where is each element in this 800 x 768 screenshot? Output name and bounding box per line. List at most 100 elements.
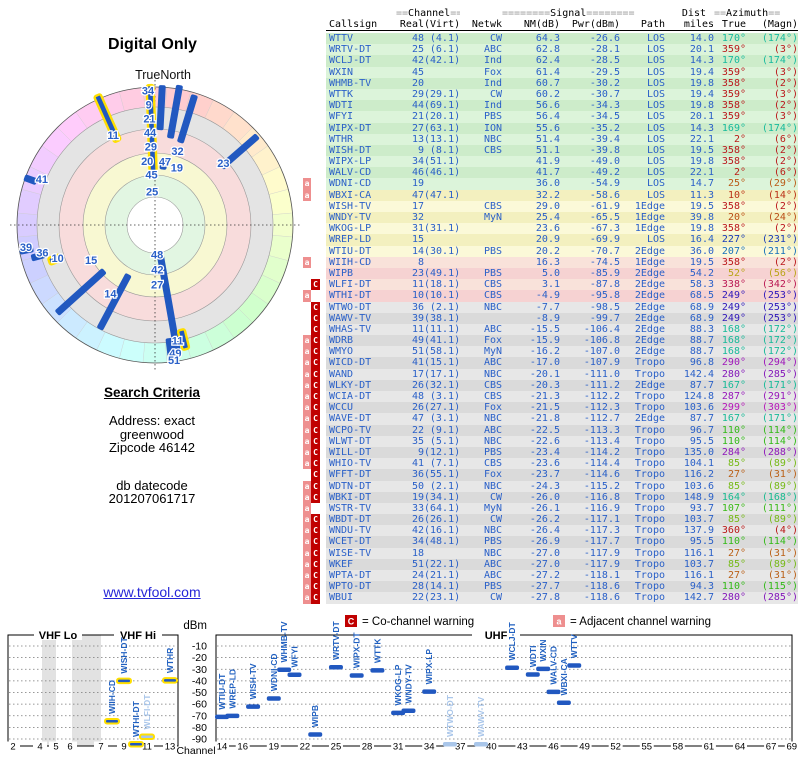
real-channel-cell: 26 (396, 402, 424, 414)
adjacent-warning-marker: a (303, 256, 311, 268)
network-cell: PBS (460, 245, 502, 257)
real-channel-cell: 11 (396, 323, 424, 336)
station-signal-bar (328, 665, 343, 670)
real-channel-cell: 17 (396, 200, 424, 212)
magnetic-azimuth-cell: (89°) (746, 558, 798, 570)
noise-margin-cell: 20.2 (502, 245, 560, 257)
station-signal-bar (246, 704, 261, 709)
channel-tick-label: 64 (735, 742, 746, 753)
virtual-channel-cell: (12.1) (424, 446, 460, 459)
true-azimuth-cell: 85° (714, 480, 746, 492)
co-channel-warning-marker (311, 111, 320, 122)
virtual-channel-cell: (3.1) (424, 413, 460, 425)
channel-tick-label: 34 (424, 742, 435, 753)
power-cell: -117.9 (560, 558, 620, 570)
magnetic-azimuth-cell: (3°) (746, 66, 798, 78)
network-cell: MyN (460, 502, 502, 515)
station-signal-bar (536, 666, 551, 672)
callsign-cell: WRTV-DT (326, 44, 396, 56)
magnetic-azimuth-cell: (114°) (746, 435, 798, 447)
distance-cell: 87.7 (672, 379, 714, 391)
network-cell: Fox (460, 335, 502, 347)
real-channel-cell: 20 (396, 77, 424, 89)
dbm-tick-label: -60 (192, 699, 207, 711)
path-cell: Tropo (620, 536, 672, 548)
path-cell: 2Edge (620, 301, 672, 313)
magnetic-azimuth-cell: (253°) (746, 290, 798, 302)
noise-margin-cell: -17.0 (502, 357, 560, 369)
power-cell: -39.8 (560, 144, 620, 157)
real-channel-cell: 36 (396, 301, 424, 313)
station-label: WNDY-TV (403, 664, 413, 704)
power-cell: -28.1 (560, 44, 620, 56)
path-cell: 2Edge (620, 267, 672, 280)
radar-channel-label: 32 (171, 146, 183, 158)
adjacent-warning-marker: a (303, 402, 311, 414)
distance-cell: 19.5 (672, 200, 714, 212)
path-cell: LOS (620, 77, 672, 89)
distance-cell: 39.8 (672, 212, 714, 224)
channel-tick-label: 2 (10, 742, 15, 753)
adjacent-warning-marker: a (303, 558, 311, 570)
power-cell: -117.9 (560, 547, 620, 559)
table-row: a C WAND 17 (17.1) NBC -20.1 -111.0 Tropo 142.4 28… (303, 368, 798, 380)
table-row: WRTV-DT 25 (6.1) ABC 62.8 -28.1 LOS 20.1 359° (3°… (303, 44, 798, 56)
distance-cell: 94.3 (672, 581, 714, 593)
path-cell: Tropo (620, 480, 672, 492)
true-azimuth-cell: 249° (714, 312, 746, 324)
magnetic-azimuth-cell: (3°) (746, 111, 798, 123)
true-azimuth-cell: 2° (714, 133, 746, 145)
magnetic-azimuth-cell: (114°) (746, 424, 798, 436)
radar-channel-label: 45 (145, 170, 157, 182)
channel-tick-label: 37 (455, 742, 466, 753)
real-channel-cell: 34 (396, 156, 424, 168)
virtual-channel-cell (424, 234, 460, 246)
virtual-channel-cell: (46.1) (424, 167, 460, 179)
signal-level-chart: C = Co-channel warning a = Adjacent channel… (6, 615, 799, 757)
co-channel-warning-marker: C (311, 469, 320, 481)
radar-channel-label: 39 (20, 242, 32, 254)
magnetic-azimuth-cell: (6°) (746, 167, 798, 179)
path-cell: 1Edge (620, 212, 672, 224)
real-channel-cell: 50 (396, 480, 424, 492)
distance-cell: 68.5 (672, 290, 714, 302)
radar-channel-label: 25 (146, 187, 158, 199)
distance-cell: 116.1 (672, 547, 714, 559)
co-channel-warning-marker (311, 290, 320, 301)
magnetic-azimuth-cell: (56°) (746, 267, 798, 280)
virtual-channel-cell: (64.1) (424, 502, 460, 515)
callsign-cell: WTTV (326, 33, 396, 45)
noise-margin-cell: 51.1 (502, 144, 560, 157)
power-cell: -30.7 (560, 88, 620, 101)
co-channel-warning-marker: C (311, 413, 320, 425)
virtual-channel-cell: (48.1) (424, 536, 460, 548)
search-criteria-line: Address: exact (109, 413, 195, 428)
table-row: WNDY-TV 32 MyN 25.4 -65.5 1Edge 39.8 20° (24°) (303, 212, 798, 224)
real-channel-cell: 21 (396, 111, 424, 123)
radar-channel-label: 36 (36, 248, 48, 260)
table-row: WFYI 21 (20.1) PBS 56.4 -34.5 LOS 20.1 359° (3°) (303, 111, 798, 123)
power-cell: -114.4 (560, 458, 620, 470)
true-azimuth-cell: 358° (714, 223, 746, 235)
true-azimuth-cell: 360° (714, 525, 746, 537)
path-cell: 1Edge (620, 200, 672, 212)
co-channel-warning-marker (311, 134, 320, 145)
virtual-channel-cell (424, 178, 460, 190)
station-label: WTHR (165, 648, 175, 674)
magnetic-azimuth-cell: (285°) (746, 368, 798, 380)
callsign-cell: WNDU-TV (326, 525, 396, 537)
adjacent-warning-marker (303, 123, 311, 134)
station-table: ==Channel== ========Signal======== Dist … (303, 8, 798, 604)
tvfool-link[interactable]: www.tvfool.com (103, 584, 201, 600)
virtual-channel-cell: (31.1) (424, 223, 460, 235)
noise-margin-cell: -20.1 (502, 368, 560, 380)
table-row: C WFFT-DT 36 (55.1) Fox -23.7 -114.6 Tropo 116.2… (303, 469, 798, 481)
station-label: WHMB-TV (279, 621, 289, 662)
radar-channel-label: 47 (159, 156, 171, 168)
power-cell: -117.7 (560, 536, 620, 548)
real-channel-cell: 10 (396, 290, 424, 302)
real-channel-cell: 34 (396, 536, 424, 548)
station-signal-bar (225, 713, 240, 719)
callsign-cell: WDTI (326, 100, 396, 112)
